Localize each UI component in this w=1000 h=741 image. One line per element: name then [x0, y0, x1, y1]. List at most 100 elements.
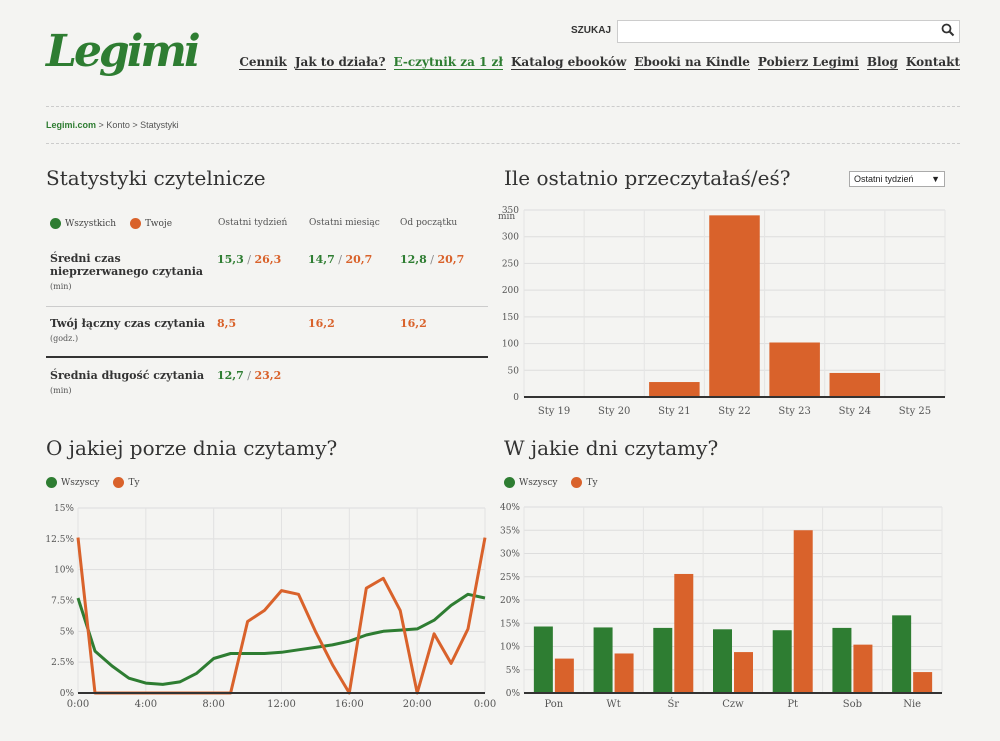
y-tick-label: 40%	[500, 503, 520, 513]
stat-value: 14,7 / 20,7	[308, 253, 373, 266]
stat-value: 16,2	[308, 317, 335, 330]
bar-sty-24	[829, 372, 881, 397]
y-tick-label: 20%	[500, 596, 520, 606]
divider	[46, 106, 960, 107]
y-tick-label: 15%	[54, 504, 74, 514]
y-tick-label: 25%	[500, 573, 520, 583]
x-tick-label: Czw	[722, 699, 744, 710]
search-button[interactable]	[938, 21, 958, 42]
nav-link-6[interactable]: Blog	[866, 55, 898, 70]
nav-link-4[interactable]: Ebooki na Kindle	[634, 55, 750, 70]
x-tick-label: Wt	[606, 699, 620, 710]
x-tick-label: 20:00	[403, 699, 432, 710]
bar-wszyscy-6	[892, 615, 912, 693]
legend-item-all: Wszyscy	[46, 477, 99, 488]
y-tick-label: 100	[502, 340, 519, 350]
bar-ty-2	[674, 573, 694, 693]
nav-link-0[interactable]: Cennik	[239, 55, 287, 70]
y-tick-label: 7.5%	[51, 597, 74, 607]
legend-label: Twoje	[145, 218, 173, 229]
breadcrumb: Legimi.com > Konto > Statystyki	[46, 120, 179, 130]
stat-value: 12,8 / 20,7	[400, 253, 465, 266]
x-tick-label: 8:00	[202, 699, 224, 710]
time-legend: Wszyscy Ty	[46, 477, 140, 488]
x-tick-label: 4:00	[135, 699, 157, 710]
chevron-down-icon: ▼	[931, 174, 940, 184]
y-axis-label: min	[498, 212, 515, 222]
breadcrumb-separator: >	[98, 120, 104, 130]
y-tick-label: 300	[502, 233, 519, 243]
bar-wszyscy-2	[653, 627, 673, 693]
nav-link-7[interactable]: Kontakt	[905, 55, 960, 70]
x-tick-label: Nie	[903, 699, 921, 710]
time-title: O jakiej porze dnia czytamy?	[46, 436, 338, 460]
time-line-chart: 0% 2.5% 5% 7.5% 10% 12.5% 15% 0:00 4:00 8:00 12:00…	[45, 504, 496, 710]
row-unit: (min)	[50, 282, 72, 291]
x-tick-label: Sob	[843, 699, 862, 710]
x-tick-label: Sty 24	[839, 406, 871, 417]
x-tick-label: Pt	[787, 699, 798, 710]
stat-value: 8,5	[217, 317, 237, 330]
y-tick-label: 150	[502, 313, 519, 323]
legend-item-you: Ty	[571, 477, 598, 488]
recent-title: Ile ostatnio przeczytałaś/eś?	[504, 166, 791, 190]
stats-title: Statystyki czytelnicze	[46, 166, 266, 190]
nav-link-5[interactable]: Pobierz Legimi	[757, 55, 859, 70]
breadcrumb-separator: >	[132, 120, 138, 130]
row-divider	[46, 356, 488, 358]
y-tick-label: 0%	[60, 689, 75, 699]
legend-dot-green	[46, 477, 57, 488]
bar-ty-4	[793, 530, 813, 693]
legend-item-all: Wszystkich	[50, 218, 116, 229]
x-tick-label: 0:00	[474, 699, 496, 710]
x-tick-label: Sty 23	[778, 406, 810, 417]
y-tick-label: 10%	[54, 566, 74, 576]
y-tick-label: 15%	[500, 619, 520, 629]
legend-item-you: Ty	[113, 477, 140, 488]
row-divider	[46, 306, 488, 307]
y-tick-label: 30%	[500, 550, 520, 560]
bar-wszyscy-3	[713, 629, 732, 693]
search-label: SZUKAJ	[571, 25, 612, 36]
column-header: Od początku	[400, 218, 458, 228]
x-tick-label: Sty 25	[899, 406, 931, 417]
bar-ty-6	[913, 672, 933, 693]
period-select[interactable]: Ostatni tydzień ▼	[849, 171, 945, 187]
days-title: W jakie dni czytamy?	[504, 436, 719, 460]
y-tick-label: 350	[502, 206, 519, 216]
days-legend: Wszyscy Ty	[504, 477, 598, 488]
y-tick-label: 0	[513, 393, 519, 403]
legend-label: Wszyscy	[519, 477, 558, 488]
column-header: Ostatni miesiąc	[309, 218, 380, 228]
row-label: Twój łączny czas czytania (godz.)	[50, 317, 215, 345]
legend-item-yours: Twoje	[130, 218, 172, 229]
main-nav: Cennik Jak to działa? E-czytnik za 1 zł Kat…	[239, 55, 960, 70]
legend-dot-orange	[113, 477, 125, 488]
stats-legend: Wszystkich Twoje	[50, 218, 172, 229]
column-header: Ostatni tydzień	[218, 218, 288, 228]
row-unit: (godz.)	[50, 334, 79, 343]
breadcrumb-home[interactable]: Legimi.com	[46, 120, 97, 130]
x-tick-label: Sty 20	[598, 406, 630, 417]
breadcrumb-item-account[interactable]: Konto	[106, 120, 130, 130]
days-bar-chart: 0% 5% 10% 15% 20% 25% 30% 35% 40% Pon Wt Śr Czw Pt Sob…	[500, 503, 943, 710]
period-select-value: Ostatni tydzień	[854, 174, 914, 184]
breadcrumb-item-current: Statystyki	[140, 120, 179, 130]
y-tick-label: 200	[502, 286, 519, 296]
bar-sty-22	[709, 215, 760, 397]
legend-label: Ty	[128, 477, 140, 488]
bar-ty-1	[614, 653, 634, 693]
series-line-wszyscy	[76, 592, 486, 686]
logo[interactable]: Legimi	[46, 26, 201, 77]
search-icon	[941, 23, 955, 37]
y-tick-label: 5%	[60, 627, 75, 637]
row-label: Średnia długość czytania (min)	[50, 369, 215, 397]
nav-link-1[interactable]: Jak to działa?	[294, 55, 386, 70]
y-tick-label: 250	[502, 259, 519, 269]
nav-link-3[interactable]: Katalog ebooków	[511, 55, 627, 70]
y-tick-label: 35%	[500, 526, 520, 536]
row-label: Średni czas nieprzerwanego czytania (min)	[50, 252, 215, 293]
search-input[interactable]	[617, 20, 960, 43]
nav-link-2[interactable]: E-czytnik za 1 zł	[393, 55, 503, 70]
